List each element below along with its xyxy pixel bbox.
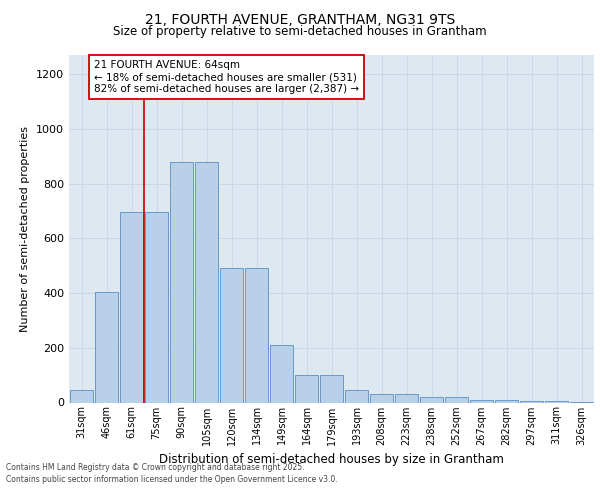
Bar	[545, 401, 568, 402]
Bar	[320, 375, 343, 402]
Bar	[495, 400, 518, 402]
Bar	[445, 397, 468, 402]
Bar	[195, 162, 218, 402]
Bar	[95, 292, 118, 403]
Bar	[420, 397, 443, 402]
Text: Size of property relative to semi-detached houses in Grantham: Size of property relative to semi-detach…	[113, 25, 487, 38]
X-axis label: Distribution of semi-detached houses by size in Grantham: Distribution of semi-detached houses by …	[159, 453, 504, 466]
Bar	[370, 394, 393, 402]
Bar	[270, 345, 293, 403]
Text: Contains public sector information licensed under the Open Government Licence v3: Contains public sector information licen…	[6, 475, 338, 484]
Bar	[170, 162, 193, 402]
Bar	[145, 212, 168, 402]
Bar	[520, 401, 543, 402]
Bar	[470, 400, 493, 402]
Bar	[120, 212, 143, 402]
Bar	[295, 375, 318, 402]
Text: Contains HM Land Registry data © Crown copyright and database right 2025.: Contains HM Land Registry data © Crown c…	[6, 462, 305, 471]
Bar	[220, 268, 243, 402]
Y-axis label: Number of semi-detached properties: Number of semi-detached properties	[20, 126, 31, 332]
Bar	[345, 390, 368, 402]
Bar	[70, 390, 93, 402]
Bar	[395, 394, 418, 402]
Bar	[245, 268, 268, 402]
Text: 21 FOURTH AVENUE: 64sqm
← 18% of semi-detached houses are smaller (531)
82% of s: 21 FOURTH AVENUE: 64sqm ← 18% of semi-de…	[94, 60, 359, 94]
Text: 21, FOURTH AVENUE, GRANTHAM, NG31 9TS: 21, FOURTH AVENUE, GRANTHAM, NG31 9TS	[145, 12, 455, 26]
